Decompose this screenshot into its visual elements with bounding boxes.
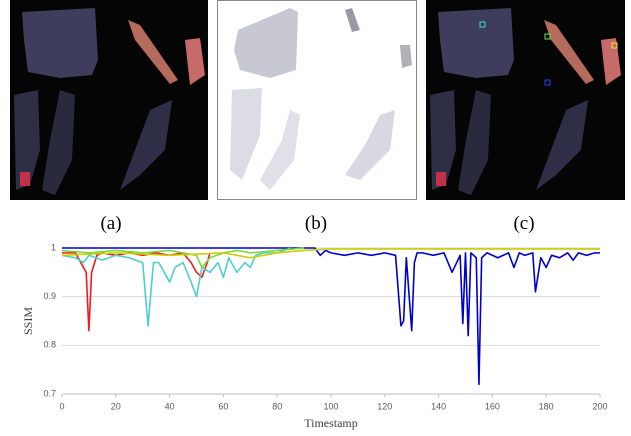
data-line <box>61 247 291 327</box>
panel-label: (c) <box>513 213 534 234</box>
y-tick-label: 1 <box>51 242 56 252</box>
x-tick-label: 40 <box>165 401 175 411</box>
x-tick-label: 0 <box>59 401 64 411</box>
data-line <box>62 252 211 332</box>
data-line <box>61 247 305 269</box>
y-axis-label: SSIM <box>21 307 35 335</box>
panel-label: (a) <box>100 213 121 234</box>
panel-label: (b) <box>305 213 327 234</box>
image-c <box>426 0 625 200</box>
y-tick-label: 0.8 <box>43 340 56 350</box>
x-tick-label: 20 <box>111 401 121 411</box>
data-line <box>62 247 600 386</box>
y-tick-label: 0.7 <box>43 388 56 398</box>
x-tick-label: 160 <box>485 401 500 411</box>
x-tick-label: 120 <box>377 401 392 411</box>
x-tick-label: 200 <box>592 401 607 411</box>
x-tick-label: 80 <box>272 401 282 411</box>
x-tick-label: 60 <box>218 401 228 411</box>
data-line <box>61 248 600 259</box>
image-b <box>217 0 417 200</box>
x-tick-label: 100 <box>323 401 338 411</box>
x-tick-label: 140 <box>431 401 446 411</box>
x-tick-label: 180 <box>539 401 554 411</box>
image-a <box>10 0 208 200</box>
x-axis-label: Timestamp <box>304 416 358 430</box>
y-tick-label: 0.9 <box>43 291 56 301</box>
